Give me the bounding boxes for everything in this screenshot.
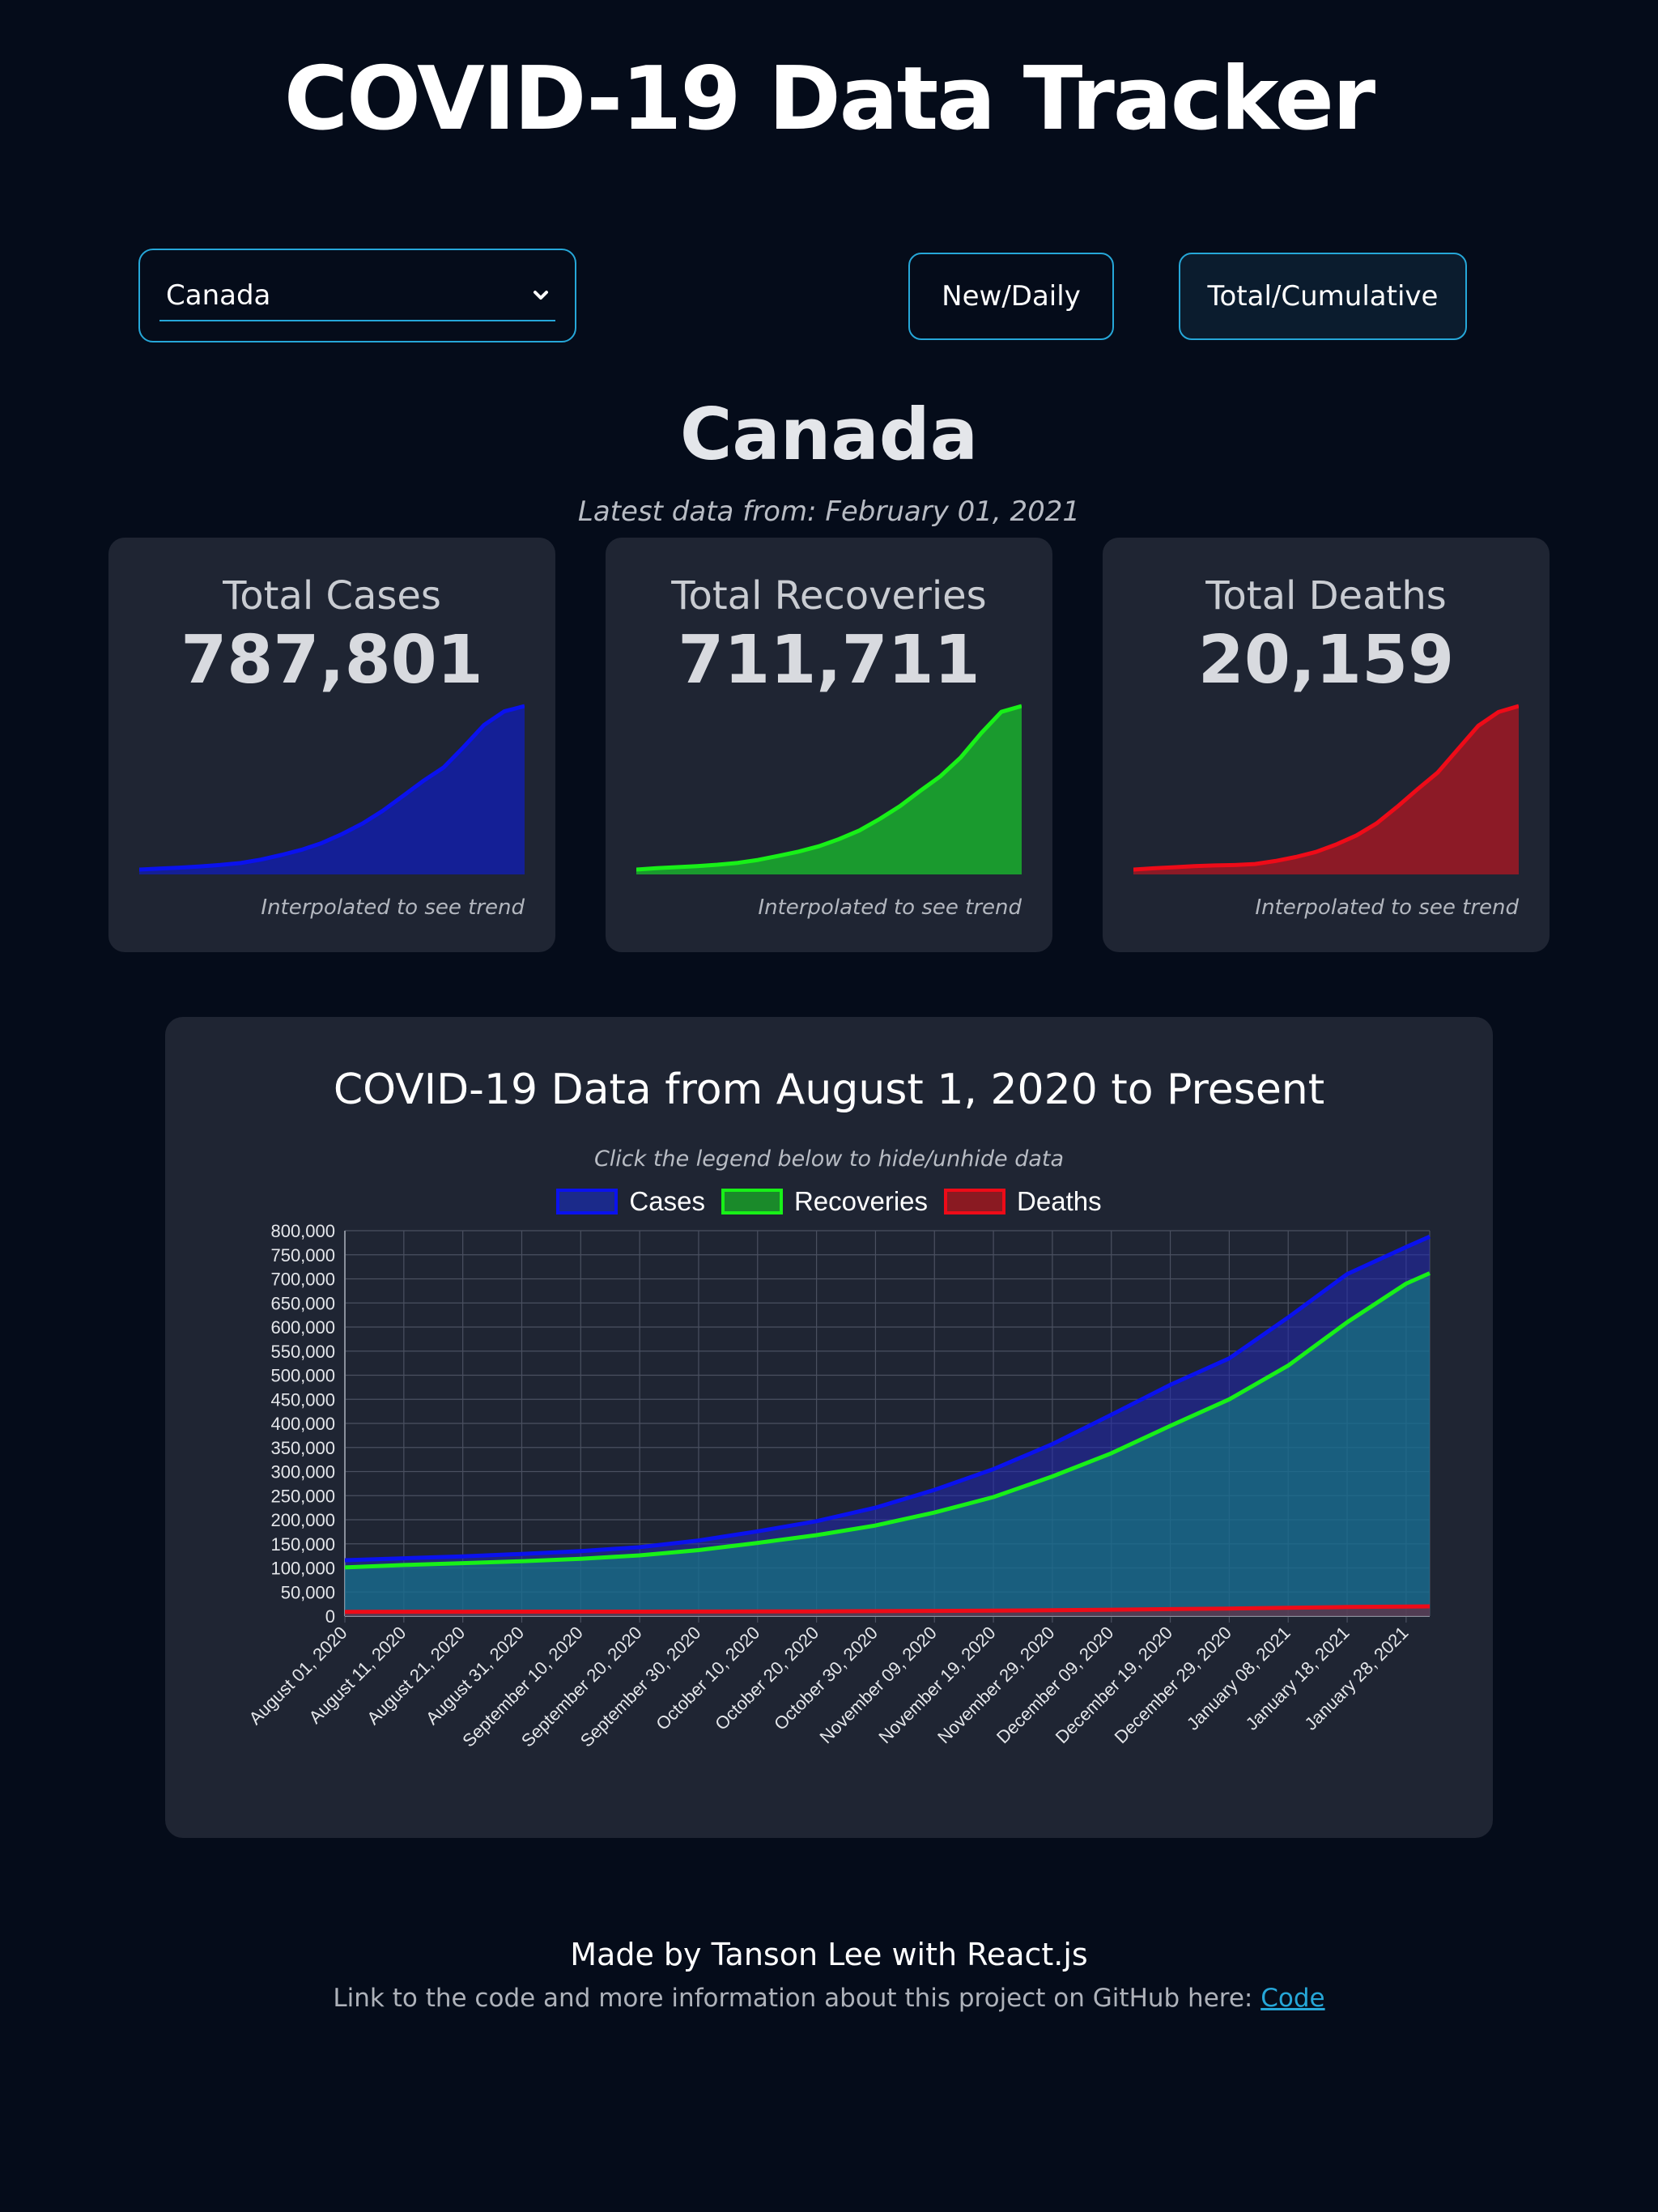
legend-swatch-cases [556, 1189, 619, 1214]
y-tick-label: 200,000 [270, 1510, 335, 1530]
code-link[interactable]: Code [1261, 1984, 1325, 2013]
x-tick-label: January 08, 2021 [1183, 1623, 1295, 1734]
chart-hint: Click the legend below to hide/unhide da… [593, 1146, 1065, 1172]
y-tick-label: 450,000 [270, 1389, 335, 1410]
cases-sparkline [139, 704, 525, 874]
y-tick-label: 300,000 [270, 1462, 335, 1482]
card-note: Interpolated to see trend [261, 895, 525, 920]
legend-label: Cases [629, 1186, 705, 1216]
deaths-sparkline [1133, 704, 1519, 874]
card-note: Interpolated to see trend [758, 895, 1022, 920]
x-tick-label: October 10, 2020 [652, 1623, 763, 1734]
card-note: Interpolated to see trend [1255, 895, 1519, 920]
legend-swatch-recoveries [721, 1189, 783, 1214]
new-daily-button[interactable]: New/Daily [908, 253, 1114, 340]
y-tick-label: 750,000 [270, 1245, 335, 1266]
recoveries-line [344, 1271, 1431, 1570]
main-chart-panel: COVID-19 Data from August 1, 2020 to Pre… [165, 1017, 1493, 1838]
total-cases-card: Total Cases 787,801 Interpolated to see … [108, 538, 555, 952]
recoveries-area [345, 1273, 1430, 1616]
y-tick-label: 350,000 [270, 1438, 335, 1458]
y-tick-label: 50,000 [281, 1582, 335, 1602]
sparkline-line [636, 704, 1022, 872]
y-tick-label: 250,000 [270, 1486, 335, 1506]
recoveries-sparkline [636, 704, 1022, 874]
legend-item-recoveries[interactable]: Recoveries [721, 1186, 928, 1217]
chevron-down-icon [534, 291, 548, 300]
sparkline-area [139, 706, 525, 874]
chart-legend: Cases Recoveries Deaths [165, 1184, 1493, 1219]
y-tick-label: 550,000 [270, 1342, 335, 1362]
y-tick-label: 600,000 [270, 1317, 335, 1338]
y-tick-label: 150,000 [270, 1534, 335, 1555]
y-tick-label: 100,000 [270, 1559, 335, 1579]
y-tick-label: 0 [325, 1606, 335, 1627]
card-value: 20,159 [1197, 622, 1455, 699]
country-heading: Canada [679, 393, 979, 476]
main-chart: 0 50,000 100,000 150,000 200,000 250,000 300,0… [245, 1221, 1431, 1751]
page-title: COVID-19 Data Tracker [283, 49, 1375, 150]
country-select[interactable]: Canada [138, 249, 576, 342]
sparkline-line [139, 704, 525, 872]
x-tick-label: January 28, 2021 [1300, 1623, 1412, 1734]
cases-line [344, 1235, 1431, 1563]
card-label: Total Deaths [1205, 573, 1447, 619]
legend-label: Recoveries [793, 1186, 929, 1216]
total-deaths-card: Total Deaths 20,159 Interpolated to see … [1103, 538, 1550, 952]
y-tick-label: 400,000 [270, 1414, 335, 1434]
sparkline-area [636, 706, 1022, 874]
card-value: 711,711 [678, 622, 980, 699]
x-tick-label: October 20, 2020 [711, 1623, 823, 1734]
footer-link-text: Link to the code and more information ab… [333, 1984, 1253, 2013]
y-tick-label: 500,000 [270, 1366, 335, 1386]
legend-swatch-deaths [944, 1189, 1006, 1214]
select-underline [159, 320, 555, 321]
footer-link-line: Link to the code and more information ab… [0, 1984, 1658, 2013]
legend-item-deaths[interactable]: Deaths [944, 1186, 1102, 1217]
sparkline-line [1133, 704, 1519, 872]
total-cumulative-button[interactable]: Total/Cumulative [1179, 253, 1467, 340]
y-tick-label: 800,000 [270, 1221, 335, 1241]
legend-item-cases[interactable]: Cases [556, 1186, 705, 1217]
x-tick-label: August 01, 2020 [245, 1623, 351, 1729]
country-select-value: Canada [166, 279, 271, 312]
x-tick-label: October 30, 2020 [770, 1623, 882, 1734]
card-label: Total Recoveries [671, 573, 987, 619]
footer-credit: Made by Tanson Lee with React.js [570, 1937, 1088, 1972]
card-value: 787,801 [181, 622, 483, 699]
x-tick-label: January 18, 2021 [1242, 1623, 1354, 1734]
deaths-line [344, 1604, 1431, 1614]
card-label: Total Cases [223, 573, 441, 619]
total-recoveries-card: Total Recoveries 711,711 Interpolated to… [606, 538, 1052, 952]
sparkline-area [1133, 706, 1519, 874]
chart-title: COVID-19 Data from August 1, 2020 to Pre… [333, 1066, 1325, 1114]
y-tick-label: 650,000 [270, 1293, 335, 1313]
y-tick-label: 700,000 [270, 1270, 335, 1290]
legend-label: Deaths [1017, 1186, 1102, 1216]
latest-data-label: Latest data from: February 01, 2021 [577, 496, 1081, 528]
